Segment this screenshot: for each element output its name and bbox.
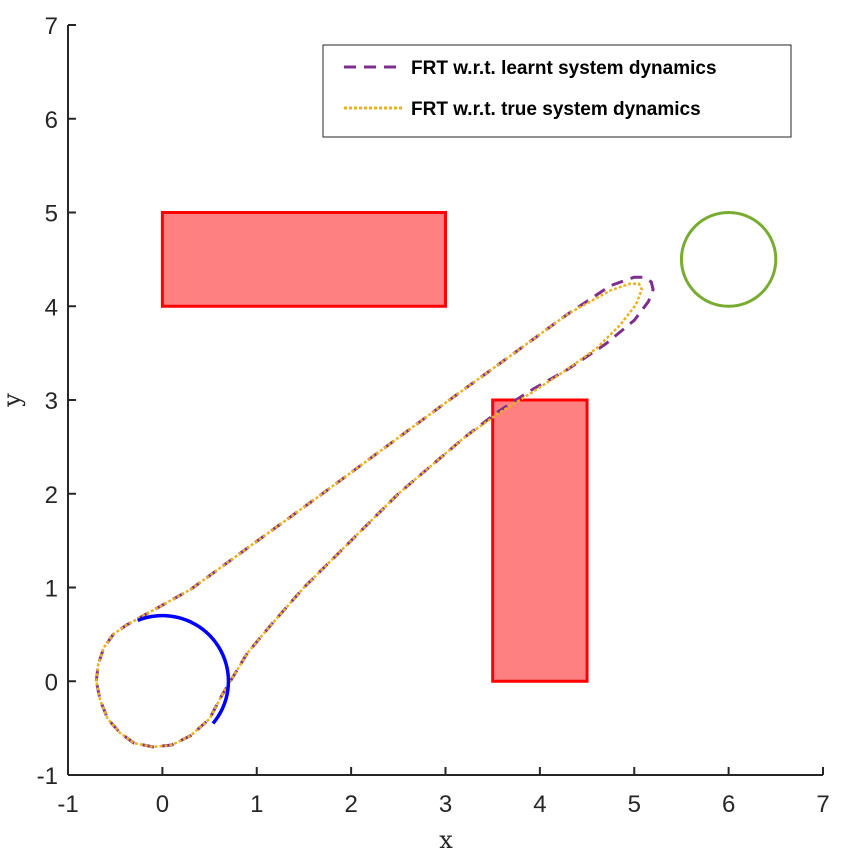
x-tick-label: -1 bbox=[57, 791, 78, 818]
obstacle-2 bbox=[491, 398, 589, 683]
x-tick-label: 0 bbox=[156, 791, 169, 818]
y-tick-label: 2 bbox=[45, 482, 58, 509]
start-set-circle bbox=[137, 613, 231, 725]
y-tick-label: 5 bbox=[45, 201, 58, 228]
target-set-circle bbox=[679, 211, 778, 308]
x-tick-label: 5 bbox=[628, 791, 641, 818]
series-line-true bbox=[95, 282, 644, 749]
x-tick-label: 2 bbox=[344, 791, 357, 818]
legend-label-learnt: FRT w.r.t. learnt system dynamics bbox=[411, 58, 717, 79]
legend: FRT w.r.t. learnt system dynamics FRT w.… bbox=[322, 44, 792, 138]
x-tick-label: 6 bbox=[722, 791, 735, 818]
y-tick-label: 1 bbox=[45, 576, 58, 603]
y-tick-label: 6 bbox=[45, 107, 58, 134]
y-tick-label: -1 bbox=[37, 763, 58, 790]
obstacle-layer bbox=[160, 211, 589, 683]
y-tick-label: 0 bbox=[45, 669, 58, 696]
x-tick-label: 7 bbox=[816, 791, 829, 818]
x-axis-label: x bbox=[439, 826, 453, 854]
legend-label-true: FRT w.r.t. true system dynamics bbox=[411, 99, 701, 120]
x-tick-label: 4 bbox=[533, 791, 546, 818]
y-axis-label: y bbox=[0, 393, 26, 408]
set-layer bbox=[137, 211, 778, 725]
x-tick-label: 1 bbox=[250, 791, 263, 818]
x-tick-label: 3 bbox=[439, 791, 452, 818]
y-tick-label: 3 bbox=[45, 388, 58, 415]
obstacle-1 bbox=[160, 211, 447, 308]
y-tick-label: 7 bbox=[45, 13, 58, 40]
y-tick-label: 4 bbox=[45, 294, 58, 321]
tick-layer: -1 0 1 2 3 4 5 6 7 -1 0 1 2 3 4 5 6 7 bbox=[37, 13, 830, 818]
series-layer bbox=[94, 275, 655, 749]
legend-box bbox=[322, 44, 792, 138]
